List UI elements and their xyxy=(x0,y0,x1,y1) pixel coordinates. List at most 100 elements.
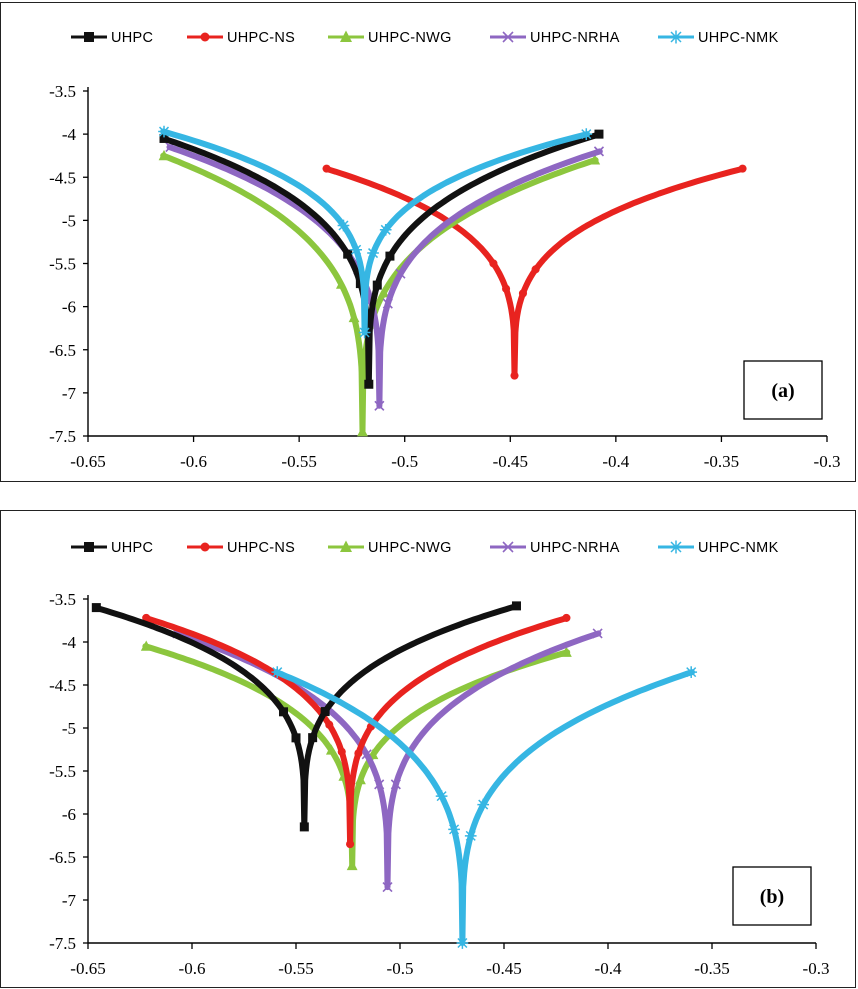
y-tick-label: -5.5 xyxy=(49,762,76,781)
x-tick-label: -0.6 xyxy=(179,959,206,978)
legend-marker xyxy=(200,542,210,552)
data-point xyxy=(299,822,309,832)
data-point xyxy=(378,287,389,298)
y-tick-label: -4.5 xyxy=(49,168,76,187)
data-point xyxy=(142,613,151,622)
legend: UHPC UHPC-NS UHPC-NWG UHPC-NRHA UHPC-NMK xyxy=(71,540,779,556)
x-tick-label: -0.3 xyxy=(814,452,841,471)
legend-marker xyxy=(669,30,683,44)
data-point xyxy=(355,773,366,785)
legend-label-uhpc: UHPC xyxy=(111,30,153,46)
legend-marker xyxy=(669,540,683,554)
data-point xyxy=(382,298,393,309)
x-tick-label: -0.35 xyxy=(694,959,729,978)
data-point xyxy=(325,720,334,729)
data-point xyxy=(390,779,401,790)
chart-panel-a: -3.5 -4 -4.5 -5 -5.5 -6 -6.5 -7 -7.5 -0.65 -0.6 -0.… xyxy=(0,2,856,482)
data-point xyxy=(337,219,350,232)
legend-marker xyxy=(84,542,94,552)
y-tick-label: -3.5 xyxy=(49,82,76,101)
data-point xyxy=(685,666,698,678)
data-point xyxy=(372,280,382,290)
series-uhpc-nwg xyxy=(140,640,572,871)
series-uhpc-nmk xyxy=(158,125,593,339)
data-point xyxy=(361,749,372,760)
data-point xyxy=(531,265,540,274)
chart-a-svg: -3.5 -4 -4.5 -5 -5.5 -6 -6.5 -7 -7.5 -0.65 -0.6 -0.… xyxy=(49,30,841,471)
data-point xyxy=(594,129,604,139)
data-point xyxy=(158,125,170,138)
data-point xyxy=(158,149,170,161)
data-point xyxy=(738,164,747,173)
y-tick-label: -6.5 xyxy=(49,341,76,360)
data-point xyxy=(308,733,318,743)
curve-uhpc xyxy=(92,602,521,830)
data-point xyxy=(593,146,605,157)
x-tick-label: -0.4 xyxy=(602,452,629,471)
series-uhpc-nmk xyxy=(271,666,698,949)
data-point xyxy=(159,133,169,143)
y-tick-label: -6.5 xyxy=(49,848,76,867)
data-point xyxy=(385,251,395,261)
y-tick-label: -7.5 xyxy=(49,427,76,446)
y-tick-label: -7 xyxy=(62,384,77,403)
legend-label-uhpc-nmk: UHPC-NMK xyxy=(698,30,779,46)
x-tick-label: -0.4 xyxy=(595,959,622,978)
data-point xyxy=(561,646,572,657)
data-point xyxy=(395,268,406,279)
chart-b-svg: -3.5 -4 -4.5 -5 -5.5 -6 -6.5 -7 -7.5 -0.65 -0.6 -0.… xyxy=(49,540,829,978)
legend-marker xyxy=(340,30,352,42)
legend-label-uhpc-nmk: UHPC-NMK xyxy=(698,540,779,556)
legend-marker xyxy=(200,32,210,42)
data-point xyxy=(489,259,498,268)
data-point xyxy=(364,379,374,389)
data-point xyxy=(346,859,358,871)
legend-marker xyxy=(84,32,94,42)
x-tick-label: -0.5 xyxy=(391,452,418,471)
x-tick-label: -0.45 xyxy=(486,959,521,978)
y-tick-label: -3.5 xyxy=(49,590,76,609)
legend-label-uhpc-nwg: UHPC-NWG xyxy=(368,30,452,46)
data-point xyxy=(592,628,603,639)
data-point xyxy=(291,733,301,743)
panel-label: (b) xyxy=(760,886,784,908)
data-point xyxy=(510,371,519,380)
panel-label-box xyxy=(732,866,812,926)
x-tick-label: -0.55 xyxy=(281,452,316,471)
y-tick-label: -5 xyxy=(62,719,76,738)
x-tick-label: -0.5 xyxy=(387,959,414,978)
data-point xyxy=(518,289,528,298)
data-point xyxy=(271,666,284,678)
legend-label-uhpc-ns: UHPC-NS xyxy=(227,30,295,46)
data-point xyxy=(382,882,393,893)
series-uhpc-ns xyxy=(142,613,571,849)
data-point xyxy=(448,823,460,836)
data-point xyxy=(511,601,521,611)
x-tick-label: -0.6 xyxy=(180,452,207,471)
y-tick-label: -6 xyxy=(62,298,76,317)
data-point xyxy=(348,311,360,323)
data-point xyxy=(343,249,353,259)
data-point xyxy=(358,326,371,339)
legend-label-uhpc-nwg: UHPC-NWG xyxy=(368,540,452,556)
data-point xyxy=(367,247,379,259)
data-point xyxy=(320,707,330,717)
y-tick-label: -4 xyxy=(62,633,77,652)
data-point xyxy=(456,937,469,949)
data-point xyxy=(435,790,448,802)
data-point xyxy=(477,798,490,811)
data-point xyxy=(374,400,385,411)
legend-marker xyxy=(502,541,514,553)
series-uhpc-ns xyxy=(322,164,747,380)
y-tick-label: -4.5 xyxy=(49,676,76,695)
chart-panel-b: -3.5 -4 -4.5 -5 -5.5 -6 -6.5 -7 -7.5 -0.65 -0.6 -0.… xyxy=(0,510,856,988)
y-tick-label: -5 xyxy=(62,211,76,230)
legend-marker xyxy=(340,540,352,552)
y-tick-label: -4 xyxy=(62,125,77,144)
data-point xyxy=(346,840,355,849)
legend-label-uhpc-ns: UHPC-NS xyxy=(227,540,295,556)
legend-label-uhpc: UHPC xyxy=(111,540,153,556)
data-point xyxy=(357,425,368,437)
panel-label-box xyxy=(743,360,823,420)
data-point xyxy=(354,749,363,758)
